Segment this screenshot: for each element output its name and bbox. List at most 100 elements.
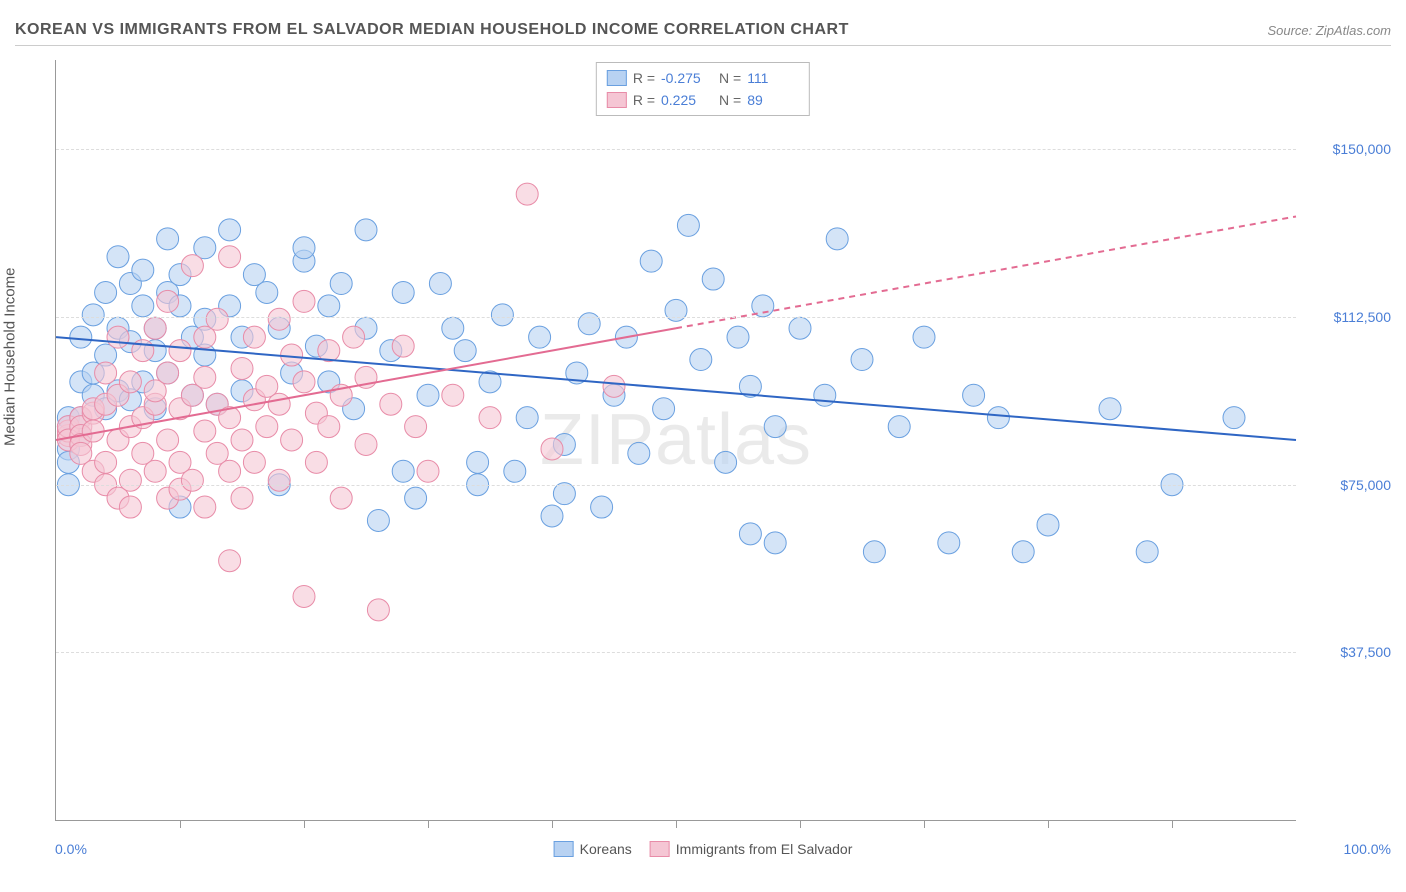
r-value: 0.225 <box>661 92 713 108</box>
data-point <box>95 362 117 384</box>
r-label: R = <box>633 92 655 108</box>
swatch-elsalvador <box>607 92 627 108</box>
trend-line-dashed <box>676 216 1296 328</box>
gridline <box>56 317 1296 318</box>
data-point <box>541 505 563 527</box>
n-label: N = <box>719 70 741 86</box>
x-tick <box>1048 820 1049 828</box>
data-point <box>343 326 365 348</box>
correlation-legend: R = -0.275 N = 111 R = 0.225 N = 89 <box>596 62 810 116</box>
data-point <box>256 416 278 438</box>
data-point <box>739 523 761 545</box>
data-point <box>330 273 352 295</box>
data-point <box>119 371 141 393</box>
data-point <box>219 460 241 482</box>
x-tick <box>1172 820 1173 828</box>
data-point <box>628 442 650 464</box>
x-tick <box>552 820 553 828</box>
data-point <box>479 407 501 429</box>
legend-item-elsalvador: Immigrants from El Salvador <box>650 841 853 857</box>
data-point <box>888 416 910 438</box>
data-point <box>95 451 117 473</box>
data-point <box>119 496 141 518</box>
data-point <box>268 469 290 491</box>
data-point <box>814 384 836 406</box>
legend-label: Immigrants from El Salvador <box>676 841 853 857</box>
r-value: -0.275 <box>661 70 713 86</box>
n-label: N = <box>719 92 741 108</box>
data-point <box>293 371 315 393</box>
data-point <box>851 349 873 371</box>
data-point <box>392 281 414 303</box>
data-point <box>157 290 179 312</box>
data-point <box>405 416 427 438</box>
data-point <box>690 349 712 371</box>
data-point <box>727 326 749 348</box>
chart-title: KOREAN VS IMMIGRANTS FROM EL SALVADOR ME… <box>15 21 849 39</box>
data-point <box>504 460 526 482</box>
x-tick <box>304 820 305 828</box>
title-bar: KOREAN VS IMMIGRANTS FROM EL SALVADOR ME… <box>15 15 1391 46</box>
data-point <box>82 304 104 326</box>
data-point <box>318 295 340 317</box>
data-point <box>330 487 352 509</box>
data-point <box>293 237 315 259</box>
data-point <box>429 273 451 295</box>
source-label: Source: ZipAtlas.com <box>1267 23 1391 38</box>
data-point <box>157 429 179 451</box>
y-tick-label: $150,000 <box>1333 141 1391 157</box>
data-point <box>529 326 551 348</box>
data-point <box>467 451 489 473</box>
data-point <box>591 496 613 518</box>
data-point <box>1223 407 1245 429</box>
x-tick <box>924 820 925 828</box>
data-point <box>826 228 848 250</box>
data-point <box>256 281 278 303</box>
data-point <box>219 219 241 241</box>
data-point <box>640 250 662 272</box>
data-point <box>1012 541 1034 563</box>
data-point <box>107 246 129 268</box>
data-point <box>442 384 464 406</box>
data-point <box>938 532 960 554</box>
n-value: 89 <box>747 92 799 108</box>
swatch-elsalvador <box>650 841 670 857</box>
swatch-koreans <box>554 841 574 857</box>
data-point <box>194 420 216 442</box>
gridline <box>56 652 1296 653</box>
chart-svg <box>56 60 1296 820</box>
data-point <box>417 384 439 406</box>
data-point <box>219 246 241 268</box>
gridline <box>56 485 1296 486</box>
data-point <box>293 290 315 312</box>
plot-area: ZIPatlas $37,500$75,000$112,500$150,000 <box>55 60 1296 821</box>
data-point <box>367 509 389 531</box>
y-tick-label: $75,000 <box>1340 477 1391 493</box>
data-point <box>653 398 675 420</box>
data-point <box>194 366 216 388</box>
data-point <box>665 299 687 321</box>
x-tick <box>800 820 801 828</box>
data-point <box>107 326 129 348</box>
data-point <box>677 214 699 236</box>
data-point <box>157 362 179 384</box>
data-point <box>231 357 253 379</box>
legend-label: Koreans <box>580 841 632 857</box>
data-point <box>231 429 253 451</box>
data-point <box>764 416 786 438</box>
swatch-koreans <box>607 70 627 86</box>
data-point <box>392 460 414 482</box>
x-axis-min-label: 0.0% <box>55 841 87 857</box>
data-point <box>715 451 737 473</box>
data-point <box>268 393 290 415</box>
y-tick-label: $37,500 <box>1340 644 1391 660</box>
y-tick-label: $112,500 <box>1334 309 1391 325</box>
data-point <box>219 550 241 572</box>
data-point <box>702 268 724 290</box>
data-point <box>243 326 265 348</box>
data-point <box>603 375 625 397</box>
data-point <box>355 219 377 241</box>
x-tick <box>676 820 677 828</box>
data-point <box>231 487 253 509</box>
x-tick <box>428 820 429 828</box>
